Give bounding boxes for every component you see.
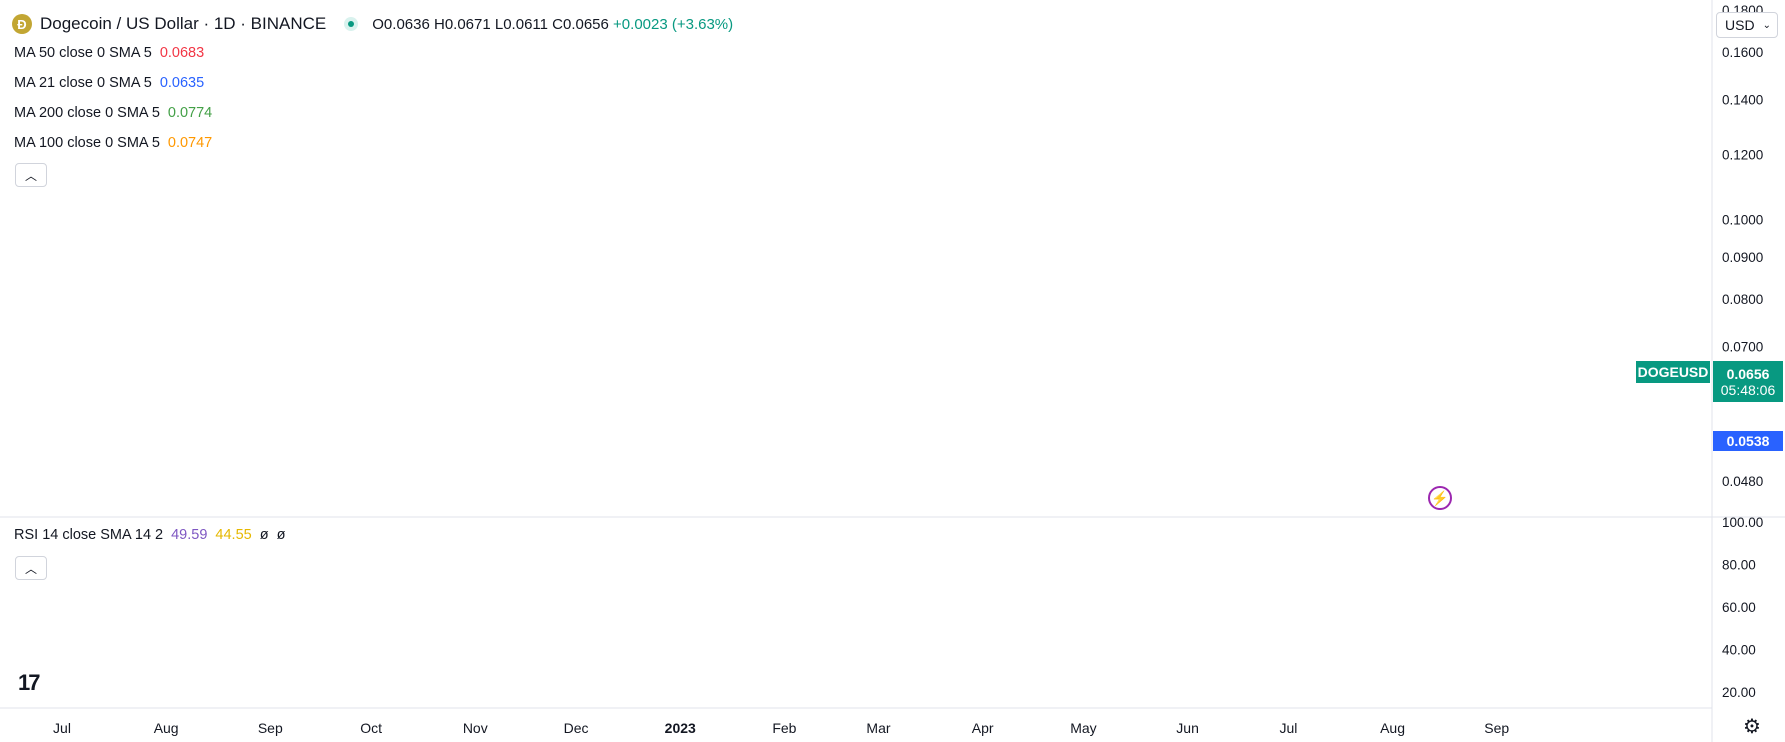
- time-tick-label: Nov: [463, 720, 488, 736]
- price-tick-label: 0.1600: [1722, 45, 1763, 60]
- chevron-up-icon: ︿: [24, 561, 37, 576]
- ma21-label: MA 21 close 0 SMA 5: [14, 75, 152, 91]
- ma50-value: 0.0683: [159, 45, 205, 61]
- time-tick-label: Aug: [154, 720, 179, 736]
- price-tick-label: 0.1000: [1722, 212, 1763, 227]
- lightning-icon[interactable]: ⚡: [1428, 486, 1452, 510]
- time-tick-label: Mar: [866, 720, 890, 736]
- ma200-label: MA 200 close 0 SMA 5: [14, 105, 160, 121]
- price-tick-label: 0.0700: [1722, 340, 1763, 355]
- rsi-tick-label: 80.00: [1722, 558, 1756, 573]
- currency-value: USD: [1725, 17, 1755, 33]
- time-tick-label: Sep: [1484, 720, 1509, 736]
- ma200-value: 0.0774: [167, 105, 213, 121]
- open-value: O0.0636: [372, 15, 430, 33]
- price-tick-label: 0.0480: [1722, 474, 1763, 489]
- ma100-label: MA 100 close 0 SMA 5: [14, 135, 160, 151]
- rsi-value: 49.59: [171, 527, 208, 543]
- currency-select[interactable]: USD ⌄: [1716, 12, 1778, 38]
- support-price-value: 0.0538: [1726, 433, 1770, 449]
- time-tick-label: Dec: [564, 720, 589, 736]
- rsi-tick-label: 60.00: [1722, 600, 1756, 615]
- dogecoin-icon: Ð: [12, 14, 32, 34]
- close-value: C0.0656: [552, 15, 609, 33]
- market-status-icon[interactable]: [344, 17, 359, 31]
- time-tick-label: May: [1070, 720, 1096, 736]
- time-tick-label: Jul: [53, 720, 71, 736]
- change-value: +0.0023 (+3.63%): [613, 15, 734, 33]
- price-tag-symbol: DOGEUSD: [1637, 364, 1709, 380]
- symbol-price-tag: DOGEUSD: [1636, 361, 1710, 383]
- price-tick-label: 0.0800: [1722, 292, 1763, 307]
- price-tick-label: 0.1400: [1722, 93, 1763, 108]
- tradingview-logo-icon[interactable]: 17: [18, 670, 41, 695]
- time-tick-label: Jun: [1176, 720, 1199, 736]
- last-price-value: 0.0656: [1726, 365, 1770, 382]
- support-price-tag: 0.0538: [1713, 431, 1783, 451]
- plot-background: [0, 0, 1712, 742]
- rsi-tick-label: 40.00: [1722, 643, 1756, 658]
- ma21-value: 0.0635: [159, 75, 205, 91]
- high-value: H0.0671: [433, 15, 491, 33]
- time-tick-label: 2023: [665, 720, 696, 736]
- time-tick-label: Sep: [258, 720, 283, 736]
- last-price-tag: 0.0656 05:48:06: [1713, 361, 1783, 402]
- ma200-legend[interactable]: MA 200 close 0 SMA 5 0.0774: [14, 105, 212, 121]
- rsi-tick-label: 100.00: [1722, 515, 1763, 530]
- price-tick-label: 0.1200: [1722, 148, 1763, 163]
- rsi-sma-value: 44.55: [215, 527, 252, 543]
- collapse-rsi-button[interactable]: ︿: [15, 556, 47, 580]
- ma21-legend[interactable]: MA 21 close 0 SMA 5 0.0635: [14, 75, 204, 91]
- time-tick-label: Aug: [1380, 720, 1405, 736]
- time-tick-label: Feb: [772, 720, 796, 736]
- low-value: L0.0611: [494, 15, 548, 33]
- bar-countdown: 05:48:06: [1720, 381, 1776, 398]
- collapse-legend-button[interactable]: ︿: [15, 163, 47, 187]
- settings-gear-icon[interactable]: ⚙: [1743, 716, 1761, 738]
- ma50-label: MA 50 close 0 SMA 5: [14, 45, 152, 61]
- rsi-label: RSI 14 close SMA 14 2: [14, 527, 164, 543]
- rsi-tick-label: 20.00: [1722, 685, 1756, 700]
- chevron-up-icon: ︿: [24, 168, 37, 183]
- time-tick-label: Apr: [972, 720, 994, 736]
- ohlc-values: O0.0636 H0.0671 L0.0611 C0.0656 +0.0023 …: [372, 16, 733, 33]
- price-tick-label: 0.0900: [1722, 250, 1763, 265]
- time-tick-label: Oct: [360, 720, 382, 736]
- chevron-down-icon: ⌄: [1762, 19, 1771, 31]
- time-tick-label: Jul: [1279, 720, 1297, 736]
- chart-header: Ð Dogecoin / US Dollar · 1D · BINANCE O0…: [12, 12, 733, 36]
- ma50-legend[interactable]: MA 50 close 0 SMA 5 0.0683: [14, 45, 204, 61]
- rsi-extra-1: ø: [259, 527, 269, 543]
- rsi-extra-2: ø: [276, 527, 286, 543]
- ma100-legend[interactable]: MA 100 close 0 SMA 5 0.0747: [14, 135, 212, 151]
- rsi-legend[interactable]: RSI 14 close SMA 14 2 49.59 44.55 ø ø: [14, 527, 293, 543]
- symbol-title[interactable]: Dogecoin / US Dollar · 1D · BINANCE: [40, 14, 327, 33]
- ma100-value: 0.0747: [167, 135, 213, 151]
